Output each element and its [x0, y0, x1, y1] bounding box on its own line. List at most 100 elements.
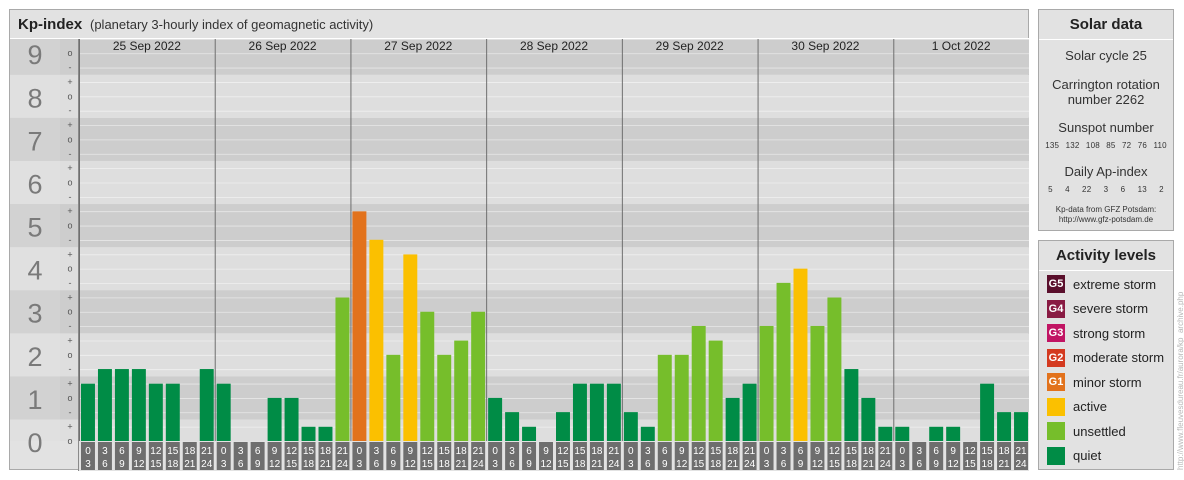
- grid-band: [60, 204, 1029, 248]
- grid-band: [60, 160, 1029, 205]
- interval-end-label: 18: [574, 459, 586, 470]
- interval-end-label: 6: [102, 459, 108, 470]
- interval-start-label: 15: [710, 446, 722, 457]
- interval-start-label: 0: [899, 446, 905, 457]
- y-minor-label: -: [69, 149, 72, 159]
- y-tick-label: 8: [27, 83, 42, 113]
- interval-end-label: 21: [456, 459, 468, 470]
- interval-end-label: 21: [727, 459, 739, 470]
- y-axis-band: [10, 74, 60, 118]
- interval-start-label: 3: [916, 446, 922, 457]
- interval-cell: [963, 442, 978, 470]
- kp-bar: [369, 239, 384, 441]
- interval-end-label: 3: [899, 459, 905, 470]
- interval-end-label: 3: [221, 459, 227, 470]
- interval-start-label: 12: [829, 446, 841, 457]
- interval-start-label: 0: [764, 446, 770, 457]
- interval-end-label: 21: [863, 459, 875, 470]
- kp-bar: [827, 297, 842, 441]
- activity-level-quiet: quiet: [1039, 444, 1173, 469]
- interval-start-label: 15: [846, 446, 858, 457]
- interval-end-label: 12: [540, 459, 552, 470]
- solar-cycle: Solar cycle 25: [1065, 48, 1147, 63]
- interval-cell: [708, 442, 723, 470]
- interval-cell: [403, 442, 418, 470]
- interval-start-label: 12: [557, 446, 569, 457]
- y-minor-label: o: [67, 350, 72, 360]
- interval-start-label: 12: [150, 446, 162, 457]
- interval-end-label: 18: [710, 459, 722, 470]
- y-minor-label: o: [67, 48, 72, 58]
- solar-data-panel: Solar data Solar cycle 25 Carrington rot…: [1038, 9, 1174, 231]
- sunspot-value: 110: [1153, 141, 1167, 150]
- interval-cell: [657, 442, 672, 470]
- interval-end-label: 9: [391, 459, 397, 470]
- sunspot-value: 72: [1122, 141, 1132, 150]
- interval-end-label: 12: [133, 459, 145, 470]
- interval-cell: [505, 442, 520, 470]
- interval-end-label: 12: [269, 459, 281, 470]
- y-tick-label: 9: [27, 40, 42, 70]
- kp-chart-panel: Kp-index (planetary 3-hourly index of geo…: [9, 9, 1030, 471]
- interval-start-label: 3: [781, 446, 787, 457]
- sunspot-value: 85: [1106, 141, 1116, 150]
- kp-bar: [946, 426, 961, 441]
- activity-level-active: active: [1039, 395, 1173, 420]
- interval-cell: [623, 442, 638, 470]
- interval-cell: [165, 442, 180, 470]
- kp-bar: [318, 426, 333, 441]
- interval-cell: [691, 442, 706, 470]
- kp-bar: [725, 397, 740, 441]
- activity-level-severe-storm: G4 severe storm: [1039, 297, 1173, 322]
- interval-start-label: 12: [693, 446, 705, 457]
- interval-start-label: 3: [238, 446, 244, 457]
- kp-bar: [1014, 412, 1028, 441]
- y-axis-band: [10, 333, 60, 377]
- kp-bar: [81, 383, 95, 441]
- interval-end-label: 15: [965, 459, 977, 470]
- interval-cell: [759, 442, 774, 470]
- kp-chart: Kp-index (planetary 3-hourly index of geo…: [10, 16, 1030, 471]
- level-swatch: G5: [1047, 275, 1065, 294]
- interval-cell: [301, 442, 316, 470]
- interval-end-label: 12: [812, 459, 824, 470]
- activity-level-unsettled: unsettled: [1039, 419, 1173, 444]
- level-label: quiet: [1073, 448, 1102, 464]
- activity-level-minor-storm: G1 minor storm: [1039, 370, 1173, 395]
- day-label: 26 Sep 2022: [249, 39, 317, 53]
- kp-bar: [522, 426, 537, 441]
- interval-end-label: 3: [628, 459, 634, 470]
- sunspot-value: 132: [1065, 141, 1080, 150]
- kp-bar: [505, 412, 520, 441]
- y-tick-label: 1: [27, 385, 42, 415]
- kp-bar: [437, 354, 452, 441]
- y-tick-label: 7: [27, 126, 42, 156]
- y-minor-label: o: [67, 91, 72, 101]
- interval-start-label: 0: [628, 446, 634, 457]
- kp-bar: [471, 311, 486, 441]
- interval-start-label: 18: [591, 446, 603, 457]
- y-minor-label: +: [67, 206, 72, 216]
- ap-value: 3: [1103, 185, 1109, 194]
- interval-cell: [997, 442, 1012, 470]
- interval-cell: [267, 442, 282, 470]
- kp-bar: [284, 397, 299, 441]
- ap-value: 4: [1065, 185, 1070, 194]
- interval-end-label: 21: [998, 459, 1010, 470]
- interval-end-label: 6: [238, 459, 244, 470]
- y-minor-label: o: [67, 393, 72, 403]
- interval-cell: [810, 442, 825, 470]
- interval-start-label: 6: [119, 446, 125, 457]
- interval-end-label: 12: [948, 459, 960, 470]
- interval-cell: [606, 442, 621, 470]
- level-label: moderate storm: [1073, 350, 1165, 366]
- interval-start-label: 6: [933, 446, 939, 457]
- source-link[interactable]: http://www.gfz-potsdam.de: [1058, 215, 1154, 224]
- y-axis-band: [10, 204, 60, 248]
- interval-end-label: 18: [303, 459, 315, 470]
- y-axis-band: [10, 117, 60, 161]
- interval-start-label: 0: [357, 446, 363, 457]
- activity-level-extreme-storm: G5 extreme storm: [1039, 272, 1173, 297]
- interval-start-label: 18: [456, 446, 468, 457]
- kp-bar: [810, 325, 825, 441]
